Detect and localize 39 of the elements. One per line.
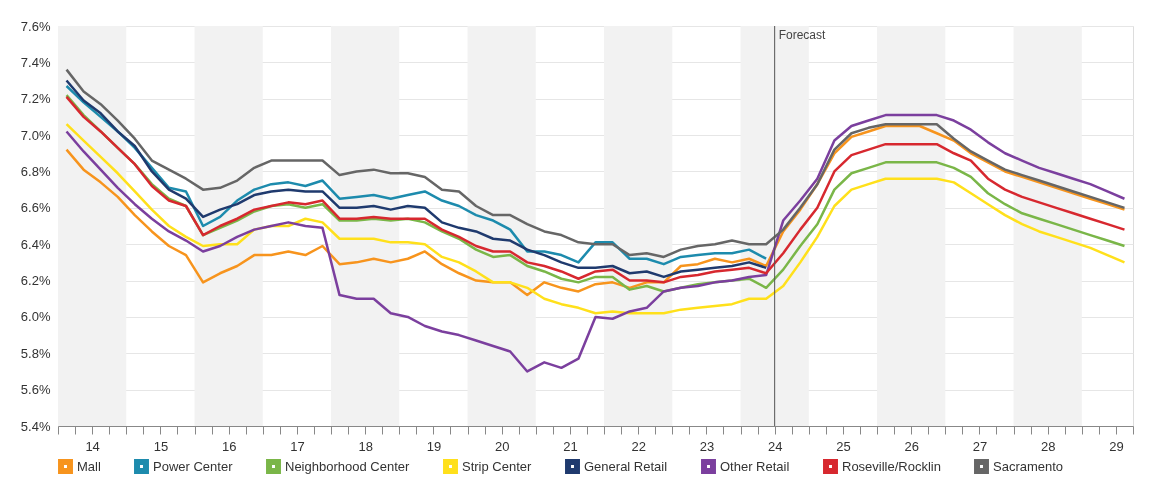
x-tick-label: 18: [358, 438, 373, 454]
x-tick-label: 29: [1109, 438, 1124, 454]
legend-label: Roseville/Rocklin: [842, 458, 941, 474]
y-tick-label: 6.8%: [20, 163, 51, 179]
y-tick-label: 7.2%: [20, 91, 51, 107]
legend-label: Sacramento: [993, 458, 1064, 474]
x-tick-label: 21: [563, 438, 578, 454]
legend-label: Power Center: [153, 458, 234, 474]
x-tick-label: 17: [290, 438, 305, 454]
x-tick-label: 24: [767, 438, 783, 454]
x-tick-label: 28: [1040, 438, 1056, 454]
x-tick-label: 19: [426, 438, 442, 454]
x-tick-label: 27: [972, 438, 988, 454]
legend-label: Mall: [77, 458, 101, 474]
y-tick-label: 5.6%: [20, 382, 51, 398]
y-tick-label: 5.8%: [20, 345, 51, 361]
line-series: [65, 68, 1126, 259]
x-tick-label: 26: [904, 438, 919, 454]
legend-label: Strip Center: [462, 458, 533, 474]
x-tick-label: 14: [85, 438, 100, 454]
y-tick-label: 6.0%: [20, 309, 51, 325]
line-series: [65, 113, 1126, 373]
y-tick-label: 6.6%: [20, 200, 51, 216]
y-tick-label: 6.2%: [20, 273, 51, 289]
y-tick-label: 7.0%: [20, 127, 51, 143]
y-tick-label: 7.4%: [20, 54, 51, 70]
legend-label: Other Retail: [720, 458, 790, 474]
y-tick-label: 5.4%: [20, 418, 51, 434]
y-tick-label: 6.4%: [20, 236, 51, 252]
x-tick-label: 22: [631, 438, 646, 454]
y-tick-label: 7.6%: [20, 18, 51, 34]
ref-line-label: Forecast: [778, 28, 827, 42]
x-tick-label: 25: [836, 438, 851, 454]
legend-label: General Retail: [584, 458, 668, 474]
x-tick-label: 23: [699, 438, 715, 454]
legend-label: Neighborhood Center: [285, 458, 410, 474]
x-tick-label: 15: [153, 438, 169, 454]
x-tick-label: 16: [221, 438, 237, 454]
x-tick-label: 20: [494, 438, 510, 454]
